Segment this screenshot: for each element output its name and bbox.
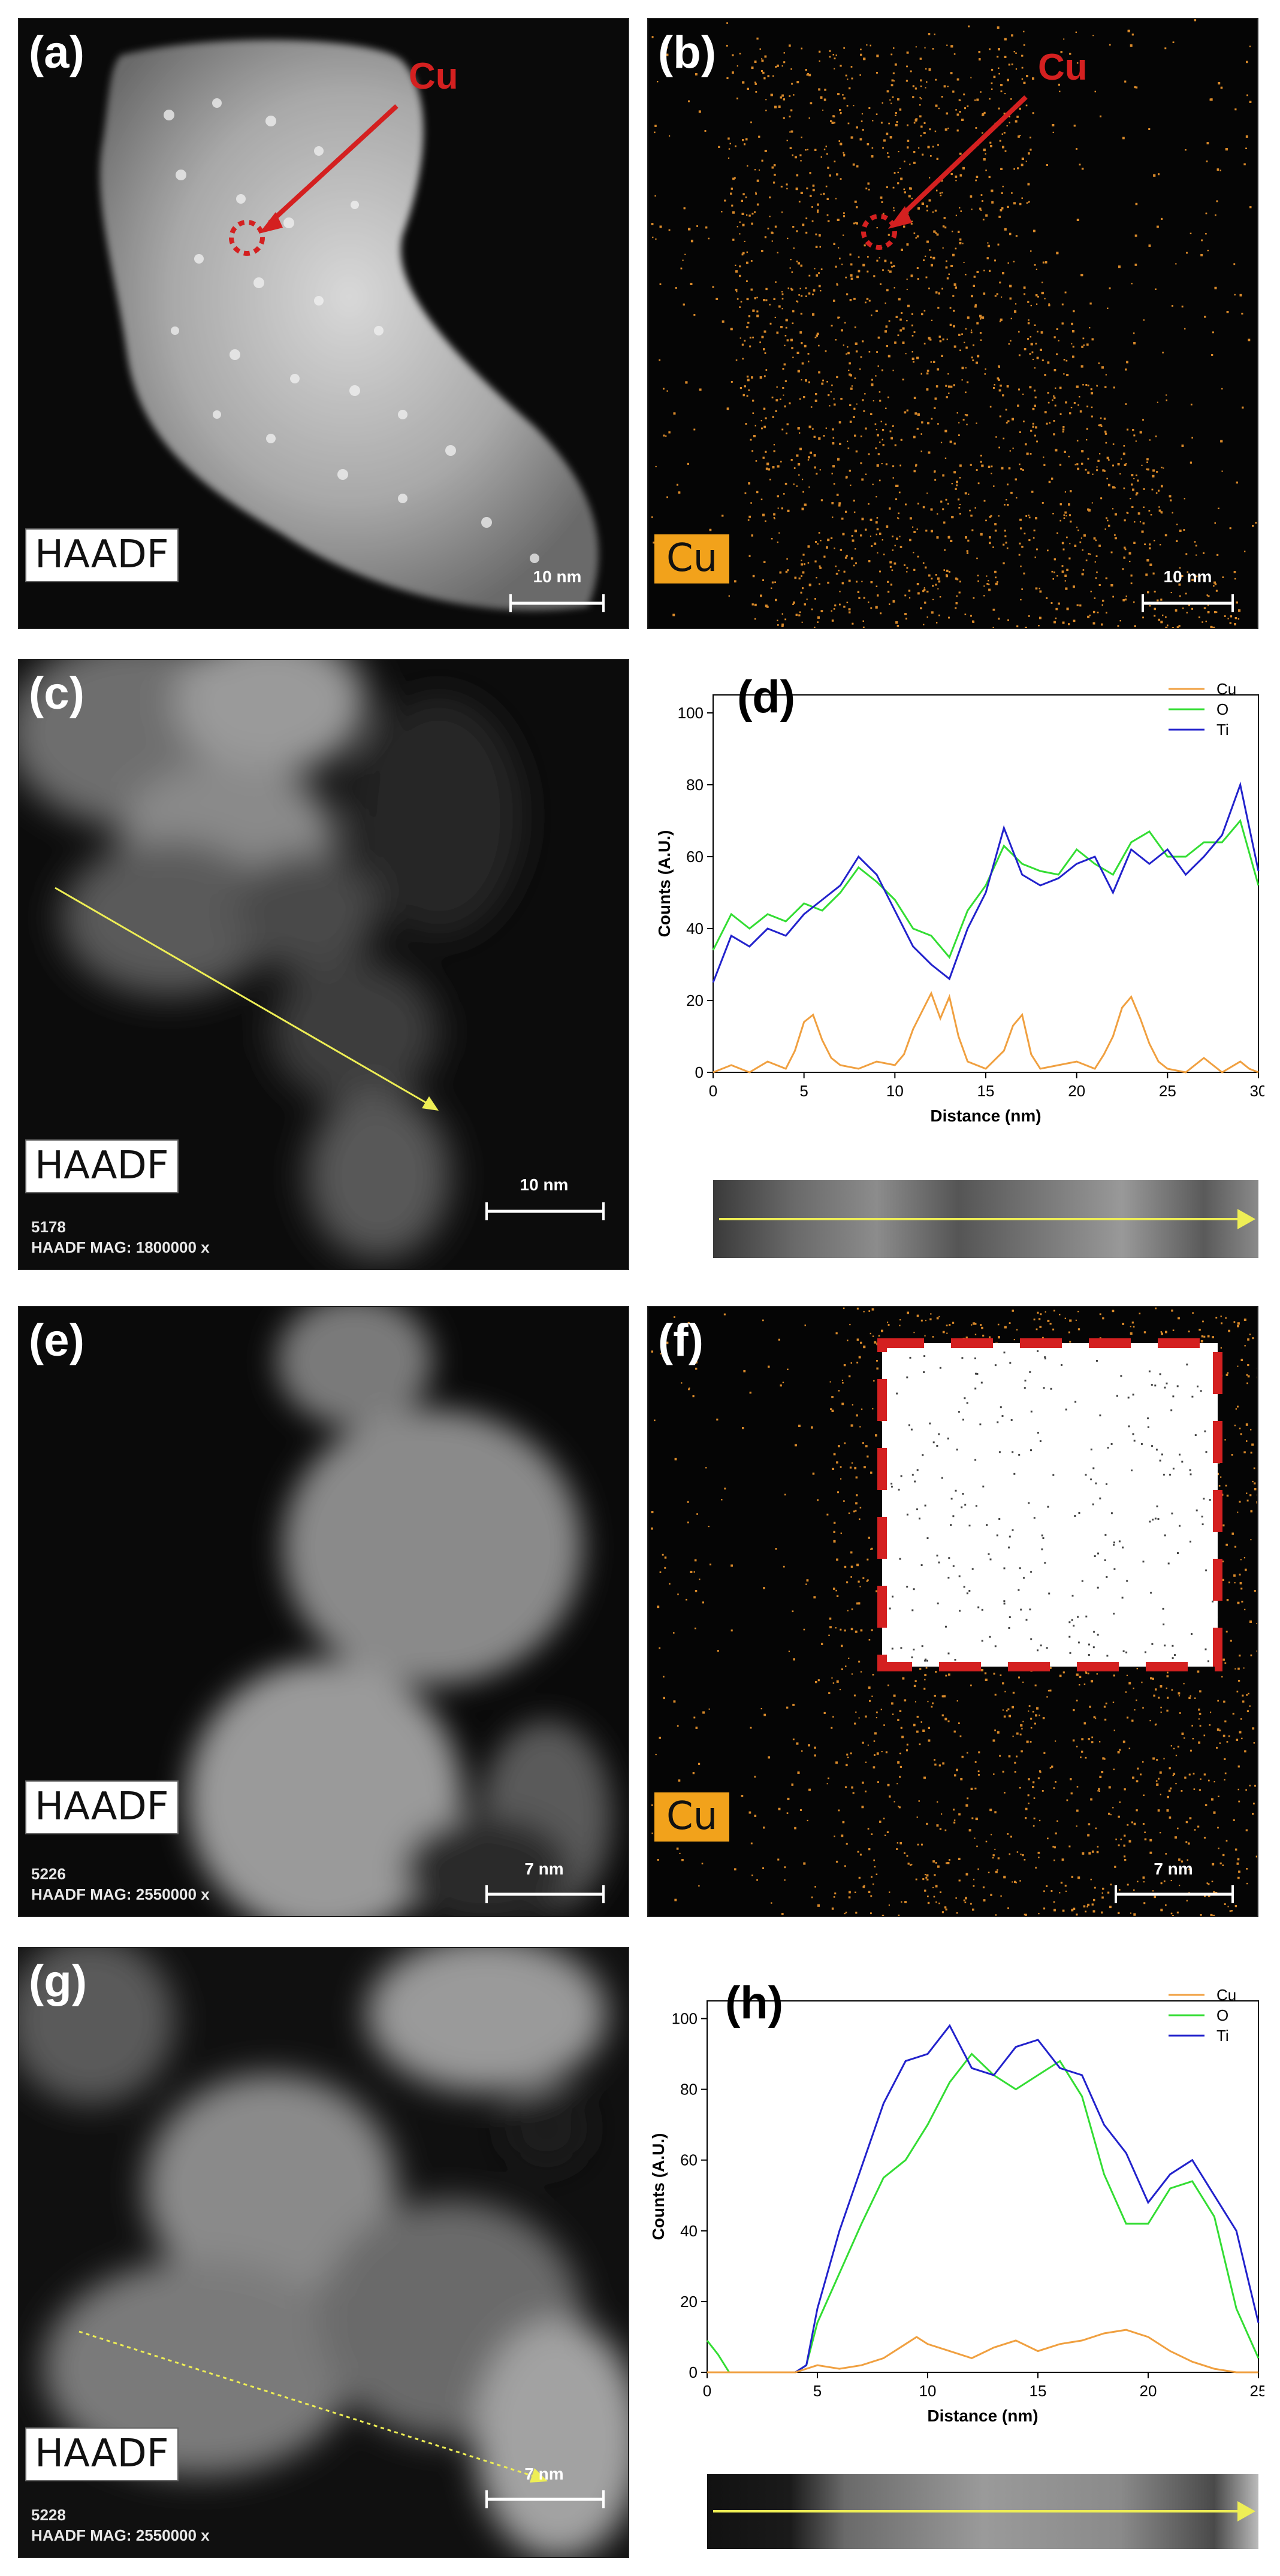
y-tick-label: 60 xyxy=(680,2151,698,2169)
y-tick-label: 60 xyxy=(686,848,704,866)
x-tick-label: 10 xyxy=(919,2382,937,2400)
magnification-g: HAADF MAG: 2550000 x xyxy=(31,2526,210,2544)
legend-label-cu: Cu xyxy=(1216,680,1236,698)
y-tick-label: 100 xyxy=(672,2010,698,2028)
scalebar-label-c: 10 nm xyxy=(520,1175,569,1194)
x-axis-label: Distance (nm) xyxy=(927,2406,1038,2425)
line-scan-strip-h xyxy=(707,2474,1258,2549)
x-tick-label: 5 xyxy=(799,1082,808,1100)
haadf-tag-a: HAADF xyxy=(25,528,179,582)
y-tick-label: 80 xyxy=(680,2081,698,2099)
haadf-tag-g: HAADF xyxy=(25,2427,179,2481)
y-tick-label: 40 xyxy=(686,920,704,938)
line-scan-strip-d xyxy=(713,1180,1258,1258)
image-id-c: 5178 xyxy=(31,1218,66,1236)
series-line-cu xyxy=(707,2329,1258,2374)
x-tick-label: 0 xyxy=(703,2382,711,2400)
x-tick-label: 15 xyxy=(1030,2382,1047,2400)
magnification-e: HAADF MAG: 2550000 x xyxy=(31,1885,210,1903)
panel-f-eds-map xyxy=(648,1307,1257,1916)
panel-b-eds-map xyxy=(648,19,1257,628)
y-tick-label: 80 xyxy=(686,776,704,794)
cu-tag-b: Cu xyxy=(654,534,730,583)
y-tick-label: 20 xyxy=(686,991,704,1009)
x-tick-label: 20 xyxy=(1068,1082,1085,1100)
x-tick-label: 5 xyxy=(813,2382,822,2400)
panel-a-micrograph xyxy=(19,19,628,628)
panel-e-haadf-image: (e) HAADF 5226 HAADF MAG: 2550000 x 7 nm xyxy=(18,1306,629,1917)
x-tick-label: 15 xyxy=(977,1082,995,1100)
magnification-c: HAADF MAG: 1800000 x xyxy=(31,1238,210,1256)
panel-g-label: (g) xyxy=(29,1956,87,2007)
legend-label-o: O xyxy=(1216,700,1228,718)
x-tick-label: 30 xyxy=(1250,1082,1264,1100)
line-scan-arrow-c xyxy=(55,887,433,1108)
panel-h-line-profile: 0 5 10 15 20 25 0 20 40 60 80 100 Distance (nm) Count… xyxy=(647,1941,1264,2564)
callout-arrow-a xyxy=(268,104,399,225)
series-line-ti xyxy=(707,2024,1260,2374)
plot-frame xyxy=(707,2000,1259,2373)
panel-b-cu-map: (b) Cu Cu 10 nm xyxy=(647,18,1258,629)
scalebar-label-g: 7 nm xyxy=(524,2465,564,2483)
x-tick-label: 10 xyxy=(886,1082,904,1100)
scalebar-label-e: 7 nm xyxy=(524,1860,564,1878)
panel-a-haadf-image: (a) Cu HAADF 10 nm xyxy=(18,18,629,629)
cu-tag-f: Cu xyxy=(654,1792,730,1842)
x-tick-label: 25 xyxy=(1250,2382,1264,2400)
panel-c-haadf-image: (c) HAADF 5178 HAADF MAG: 1800000 x 10 n… xyxy=(18,659,629,1270)
cu-highlight-circle-a xyxy=(229,220,265,256)
x-tick-label: 25 xyxy=(1159,1082,1176,1100)
cu-highlight-circle-b xyxy=(861,214,897,250)
chart-d: 0 5 10 15 20 25 30 0 20 40 60 80 100 Distance (nm) Cou… xyxy=(655,680,1264,1125)
scalebar-label-f: 7 nm xyxy=(1154,1860,1193,1878)
series-line-cu xyxy=(713,991,1259,1074)
inset-zoom-box xyxy=(882,1343,1218,1667)
image-id-g: 5228 xyxy=(31,2506,66,2524)
panel-d-label: (d) xyxy=(737,672,796,722)
y-tick-label: 20 xyxy=(680,2293,698,2311)
legend-label-o: O xyxy=(1216,2006,1228,2024)
panel-f-cu-map: (f) Cu 7 nm xyxy=(647,1306,1258,1917)
haadf-tag-e: HAADF xyxy=(25,1780,179,1834)
legend-label-ti: Ti xyxy=(1216,2027,1229,2045)
scalebar-label-a: 10 nm xyxy=(533,567,582,586)
legend-label-ti: Ti xyxy=(1216,721,1229,739)
image-id-e: 5226 xyxy=(31,1865,66,1883)
panel-e-label: (e) xyxy=(29,1315,84,1366)
panel-f-label: (f) xyxy=(658,1315,704,1366)
x-axis-label: Distance (nm) xyxy=(930,1106,1041,1125)
x-tick-label: 20 xyxy=(1140,2382,1157,2400)
series-line-o xyxy=(712,818,1260,959)
y-tick-label: 0 xyxy=(695,1063,704,1081)
legend-label-cu: Cu xyxy=(1216,1986,1236,2004)
line-scan-arrow-g xyxy=(79,2330,541,2480)
panel-g-haadf-image: (g) HAADF 5228 HAADF MAG: 2550000 x 7 nm xyxy=(18,1947,629,2558)
inset-zoom-border xyxy=(877,1338,1222,1671)
panel-e-micrograph xyxy=(19,1307,628,1916)
series-line-o xyxy=(706,2052,1260,2374)
panel-a-label: (a) xyxy=(29,27,84,78)
scalebar-label-b: 10 nm xyxy=(1163,567,1212,586)
panel-d-line-profile: 0 5 10 15 20 25 30 0 20 40 60 80 100 Distance (nm) Cou… xyxy=(647,659,1264,1276)
series-line-ti xyxy=(712,781,1260,983)
haadf-tag-c: HAADF xyxy=(25,1139,179,1193)
panel-h-label: (h) xyxy=(725,1978,784,2028)
callout-label-b: Cu xyxy=(1038,47,1088,88)
callout-label-a: Cu xyxy=(409,56,458,97)
y-tick-label: 40 xyxy=(680,2222,698,2240)
y-axis-label: Counts (A.U.) xyxy=(655,830,674,938)
y-axis-label: Counts (A.U.) xyxy=(649,2133,668,2241)
callout-arrow-b xyxy=(898,95,1028,219)
x-tick-label: 0 xyxy=(709,1082,717,1100)
chart-h: 0 5 10 15 20 25 0 20 40 60 80 100 Distance (nm) Count… xyxy=(649,1986,1264,2425)
y-tick-label: 100 xyxy=(678,704,704,722)
panel-b-label: (b) xyxy=(658,27,717,78)
y-tick-label: 0 xyxy=(689,2363,698,2381)
panel-c-label: (c) xyxy=(29,668,84,719)
